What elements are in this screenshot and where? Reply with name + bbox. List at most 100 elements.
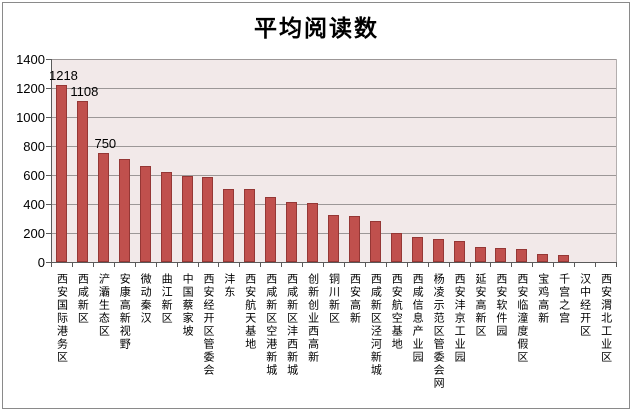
bar-西咸新区空港新城[interactable] [265, 197, 277, 262]
x-axis-tick [553, 263, 555, 267]
x-axis-tick [176, 263, 178, 267]
x-axis-category-label: 西咸新区泾河新城 [369, 273, 382, 377]
x-axis-tick [511, 263, 513, 267]
bar-data-label: 1108 [70, 84, 99, 99]
bar-data-label: 1218 [48, 68, 78, 83]
x-axis-tick [155, 263, 157, 267]
bar-延安高新区[interactable] [474, 247, 486, 262]
x-axis-tick [302, 263, 304, 267]
bar-杨凌示范区管委会网[interactable] [432, 239, 444, 262]
y-axis-tick-label: 1400 [16, 52, 45, 67]
x-axis-category-label: 西安航天基地 [243, 273, 256, 351]
y-axis-tick-label: 800 [23, 139, 45, 154]
bar-西安沣京工业园[interactable] [453, 241, 465, 262]
y-axis-tick-label: 1200 [16, 81, 45, 96]
x-axis-category-label: 西安国际港务区 [55, 273, 68, 364]
x-axis-category-label: 铜川新区 [327, 273, 340, 325]
y-axis-tick [46, 175, 51, 176]
y-axis-tick [46, 204, 51, 205]
bar-创新创业西高新[interactable] [307, 203, 319, 262]
x-axis-tick [448, 263, 450, 267]
x-axis-tick [239, 263, 241, 267]
x-axis-category-label: 西安临潼度假区 [515, 273, 528, 364]
bar-西咸信息产业园[interactable] [411, 237, 423, 262]
x-axis-category-label: 西安高新 [348, 273, 361, 325]
bar-西安软件园[interactable] [495, 248, 507, 262]
x-axis-tick [134, 263, 136, 267]
x-axis-tick [323, 263, 324, 267]
plot-right-border [616, 59, 617, 262]
x-axis-tick [218, 263, 220, 267]
y-axis-line [51, 59, 52, 263]
x-axis-category-label: 中国蔡家坡 [181, 273, 194, 338]
bar-西咸新区沣西新城[interactable] [286, 202, 298, 262]
bar-西安临潼度假区[interactable] [516, 249, 528, 262]
bar-西咸新区[interactable] [76, 101, 88, 262]
bar-安康高新视野[interactable] [118, 159, 130, 262]
x-axis-tick [113, 263, 115, 267]
bar-浐灞生态区[interactable] [97, 153, 109, 262]
x-axis-tick [260, 263, 262, 267]
x-axis-category-label: 微动秦汉 [139, 273, 152, 325]
bar-西安高新[interactable] [348, 216, 360, 262]
bar-沣东[interactable] [223, 189, 235, 262]
x-axis-category-label: 千宫之宫 [557, 273, 570, 325]
x-axis-tick [406, 263, 408, 267]
bar-data-label: 750 [94, 136, 117, 151]
bar-微动秦汉[interactable] [139, 166, 151, 262]
x-axis-tick [490, 263, 492, 267]
x-axis-category-label: 西咸新区空港新城 [264, 273, 277, 377]
y-axis-tick-label: 600 [23, 168, 45, 183]
x-axis-tick [92, 263, 94, 267]
x-axis-category-label: 西安航空基地 [390, 273, 403, 351]
bar-西咸新区泾河新城[interactable] [369, 221, 381, 262]
x-axis-tick [197, 263, 199, 267]
x-axis-category-label: 西咸信息产业园 [411, 273, 424, 364]
x-axis-line [51, 262, 617, 263]
x-axis-category-label: 宝鸡高新 [536, 273, 549, 325]
x-axis-category-label: 西安经开区管委会 [201, 273, 214, 377]
x-axis-tick [595, 263, 597, 267]
x-axis-tick [71, 263, 73, 267]
x-axis-category-label: 曲江新区 [160, 273, 173, 325]
bar-中国蔡家坡[interactable] [181, 176, 193, 262]
x-axis-category-label: 杨凌示范区管委会网 [432, 273, 445, 390]
bar-西安经开区管委会[interactable] [202, 177, 214, 262]
x-axis-tick [574, 263, 576, 267]
bar-曲江新区[interactable] [160, 172, 172, 262]
x-axis-tick [469, 263, 471, 267]
x-axis-category-label: 西安软件园 [494, 273, 507, 338]
x-axis-tick [281, 263, 283, 267]
x-axis-tick [364, 263, 366, 267]
x-axis-tick [385, 263, 387, 267]
bar-千宫之宫[interactable] [558, 255, 570, 262]
x-axis-category-label: 西咸新区 [76, 273, 89, 325]
y-axis-tick [46, 146, 51, 147]
chart-title: 平均阅读数 [254, 16, 379, 41]
y-axis-tick [46, 88, 51, 89]
y-axis-tick [46, 233, 51, 234]
y-axis-tick-label: 1000 [16, 110, 45, 125]
bar-西安国际港务区[interactable] [56, 85, 67, 262]
x-axis-category-label: 西安渭北工业区 [599, 273, 612, 364]
x-axis-category-label: 西安沣京工业园 [453, 273, 466, 364]
y-axis-tick-label: 0 [37, 255, 45, 270]
x-axis-category-label: 安康高新视野 [118, 273, 131, 351]
bar-铜川新区[interactable] [328, 215, 339, 262]
x-axis-category-label: 汉中经开区 [578, 273, 591, 338]
bar-宝鸡高新[interactable] [537, 254, 549, 262]
bar-西安航天基地[interactable] [244, 189, 256, 262]
x-axis-category-label: 浐灞生态区 [97, 273, 110, 338]
x-axis-category-label: 西咸新区沣西新城 [285, 273, 298, 377]
x-axis-category-label: 沣东 [222, 273, 235, 299]
y-axis-tick [46, 262, 51, 263]
y-axis-tick [46, 117, 51, 118]
x-axis-category-label: 创新创业西高新 [306, 273, 319, 364]
x-axis-tick [616, 263, 617, 267]
x-axis-tick [51, 263, 52, 267]
bar-西安航空基地[interactable] [390, 233, 402, 262]
y-axis-tick-label: 200 [23, 226, 45, 241]
x-axis-tick [427, 263, 429, 267]
